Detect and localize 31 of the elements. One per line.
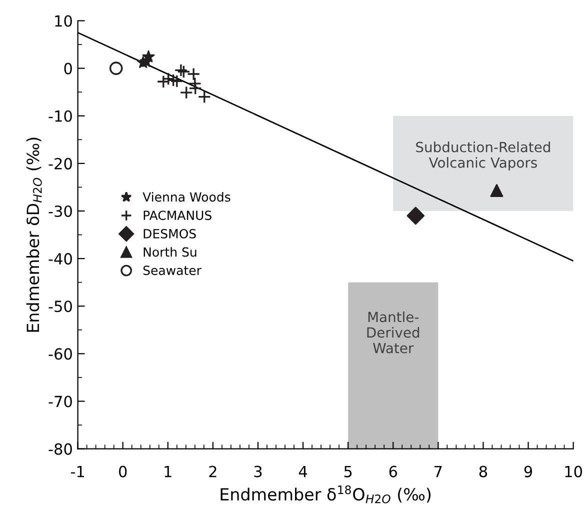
legend-label: DESMOS [144, 228, 196, 238]
y-tick-label: -50 [48, 300, 72, 312]
x-tick-label: 6 [389, 466, 398, 478]
y-tick-label: 0 [64, 62, 72, 74]
x-tick-label: 9 [524, 466, 532, 478]
x-tick-label: -1 [70, 466, 84, 478]
legend-label: Seawater [143, 266, 202, 276]
x-tick-label: 1 [164, 466, 172, 478]
x-tick-label: 4 [298, 466, 308, 478]
x-tick-label: 8 [479, 466, 488, 478]
x-tick-label: 2 [209, 466, 216, 478]
x-tick-label: 7 [434, 466, 442, 478]
legend-label: North Su [144, 247, 196, 257]
y-tick-label: -40 [48, 253, 72, 265]
y-tick-label: -80 [48, 443, 72, 455]
legend-label: Vienna Woods [142, 192, 230, 202]
y-tick-label: -10 [48, 110, 72, 122]
annotation: Subduction-Related Volcanic Vapors [416, 142, 550, 171]
y-axis-title: Endmember δD$_{H2O}$ (‰) [26, 138, 42, 332]
x-axis-title: Endmember δ$^{18}$O$_{H2O}$ (‰) [220, 485, 431, 504]
x-tick-label: 10 [565, 466, 582, 478]
x-tick-label: 5 [344, 466, 352, 478]
annotation: Mantle- Derived Water [367, 311, 420, 354]
x-tick-label: 0 [118, 466, 127, 478]
y-tick-label: -60 [48, 348, 72, 360]
legend-label: PACMANUS [144, 210, 212, 220]
x-tick-label: 3 [254, 466, 262, 478]
y-tick-label: -20 [48, 158, 72, 170]
y-tick-label: 10 [55, 15, 72, 27]
y-tick-label: -30 [48, 205, 72, 218]
y-tick-label: -70 [48, 396, 72, 408]
